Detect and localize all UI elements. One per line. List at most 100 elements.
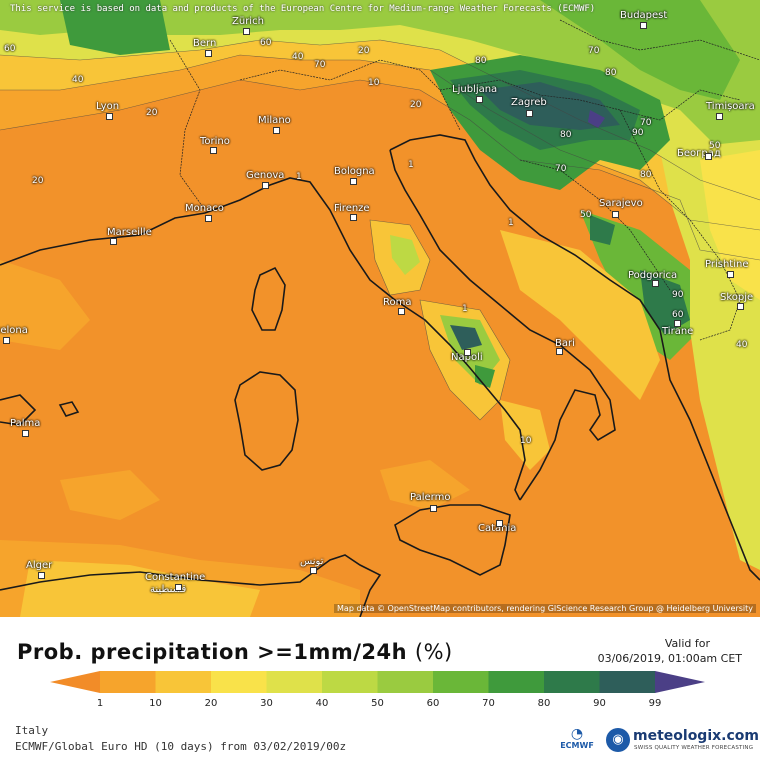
city-marker — [674, 320, 681, 327]
city-label: Sarajevo — [599, 198, 643, 209]
coastlines — [0, 134, 760, 617]
legend-arrow-right — [655, 671, 705, 693]
legend-swatch — [155, 671, 212, 693]
contour-label: 70 — [640, 118, 652, 128]
contour-label: 1 — [296, 172, 302, 182]
adriatic-20 — [500, 230, 660, 400]
city-marker — [556, 348, 563, 355]
legend-swatch — [488, 671, 545, 693]
city-marker — [737, 303, 744, 310]
map-canvas — [0, 0, 760, 617]
legend-swatch — [100, 671, 156, 693]
contour-label: 90 — [672, 290, 684, 300]
central-italy-50 — [390, 235, 420, 275]
legend-tick-label: 70 — [482, 698, 495, 709]
city-marker — [640, 22, 647, 29]
city-marker — [38, 572, 45, 579]
legend-tick-label: 40 — [315, 698, 329, 709]
band-60 — [0, 0, 760, 160]
city-marker — [205, 50, 212, 57]
city-label: Constantine — [145, 572, 206, 583]
africa-band-20 — [20, 560, 260, 617]
city-label: Bern — [193, 38, 217, 49]
contour-label: 40 — [736, 340, 748, 350]
city-label: Catania — [478, 523, 517, 534]
naples-90 — [450, 325, 482, 350]
title-unit: (%) — [414, 640, 453, 664]
meteologix-tagline: SWISS QUALITY WEATHER FORECASTING — [634, 745, 754, 751]
city-marker — [652, 280, 659, 287]
city-marker — [496, 520, 503, 527]
city-marker — [22, 430, 29, 437]
legend-swatch — [211, 671, 267, 693]
contour-label: 20 — [146, 108, 158, 118]
meteologix-icon: ◉ — [606, 728, 630, 752]
city-label: Barcelona — [0, 325, 28, 336]
city-label: Podgorica — [628, 270, 678, 281]
city-label: Zagreb — [511, 97, 547, 108]
legend-swatch — [433, 671, 489, 693]
east-band-30 — [700, 150, 760, 300]
contour-label: 20 — [358, 46, 370, 56]
city-label: Napoli — [451, 352, 483, 363]
city-marker — [350, 214, 357, 221]
alps-west — [60, 0, 170, 55]
city-label: قسنطينة — [150, 584, 187, 595]
city-marker — [350, 178, 357, 185]
ecmwf-icon: ◔ — [570, 726, 584, 742]
contours — [0, 39, 760, 421]
contour-label: 10 — [368, 78, 380, 88]
contour-label: 50 — [580, 210, 592, 220]
legend-swatch — [266, 671, 323, 693]
city-label: Milano — [258, 115, 291, 126]
contour-label: 50 — [709, 141, 721, 151]
city-label: Firenze — [334, 203, 370, 214]
balkan-90 — [480, 82, 620, 130]
city-marker — [262, 182, 269, 189]
city-marker — [110, 238, 117, 245]
valid-time: 03/06/2019, 01:00am CET — [597, 652, 742, 665]
west-band — [0, 260, 90, 350]
contour-label: 1 — [508, 218, 514, 228]
city-marker — [705, 153, 712, 160]
contour-label: 80 — [475, 56, 487, 66]
ecmwf-logo-text: ECMWF — [560, 741, 594, 750]
legend-tick-label: 1 — [96, 698, 104, 709]
contour-label: 60 — [260, 38, 272, 48]
contour-label: 90 — [632, 128, 644, 138]
legend-swatch — [599, 671, 656, 693]
contour-label: 10 — [520, 436, 532, 446]
city-label: Monaco — [185, 203, 224, 214]
city-marker — [398, 308, 405, 315]
city-marker — [3, 337, 10, 344]
city-marker — [243, 28, 250, 35]
city-label: Skopje — [720, 292, 754, 303]
legend-swatch — [377, 671, 434, 693]
city-marker — [716, 113, 723, 120]
contour-label: 20 — [32, 176, 44, 186]
city-marker — [727, 271, 734, 278]
contour-label: 1 — [408, 160, 414, 170]
contour-label: 70 — [555, 164, 567, 174]
valid-label: Valid for — [664, 637, 710, 650]
ecmwf-logo: ◔ ECMWF — [560, 727, 594, 750]
meteologix-name: meteologix.com — [633, 728, 759, 744]
city-marker — [526, 110, 533, 117]
city-label: Lyon — [96, 101, 120, 112]
city-marker — [310, 567, 317, 574]
city-label: Torino — [200, 136, 230, 147]
legend-swatch — [544, 671, 600, 693]
city-label: Budapest — [620, 10, 668, 21]
legend-tick-label: 60 — [426, 698, 440, 709]
model-run-label: ECMWF/Global Euro HD (10 days) from 03/0… — [15, 740, 347, 753]
city-label: تونس — [300, 556, 324, 567]
probability-map: This service is based on data and produc… — [0, 0, 760, 617]
city-label: Ljubljana — [452, 84, 498, 95]
contour-label: 80 — [605, 68, 617, 78]
city-label: Београд — [677, 148, 721, 159]
legend-tick-label: 10 — [149, 698, 162, 709]
city-label: Bari — [555, 338, 575, 349]
city-marker — [476, 96, 483, 103]
contour-label: 20 — [410, 100, 422, 110]
city-marker — [273, 127, 280, 134]
